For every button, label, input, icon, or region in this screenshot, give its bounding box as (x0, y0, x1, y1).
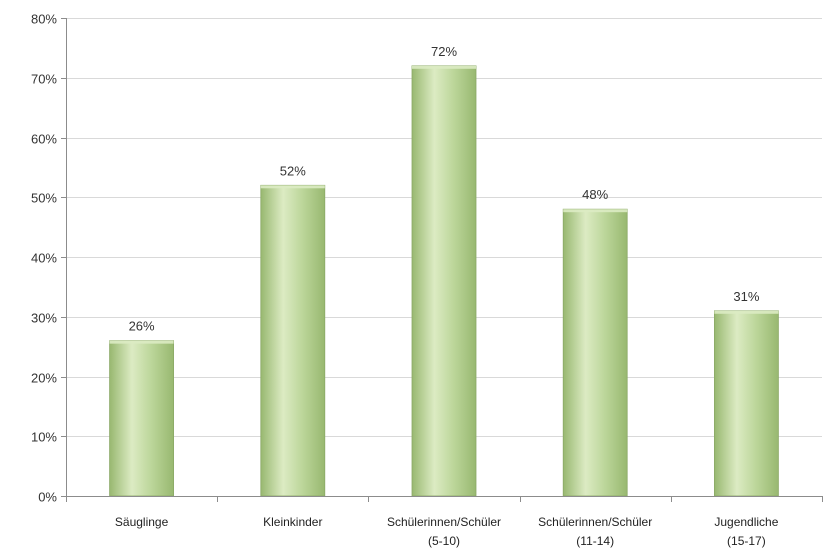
y-axis-tick-labels: 0% 10% 20% 30% 40% 50% 60% 70% 80% (31, 12, 66, 505)
bar (261, 185, 325, 496)
y-tick-label: 20% (31, 371, 57, 386)
category-labels: Säuglinge Kleinkinder Schülerinnen/Schüler… (115, 515, 779, 548)
y-tick-label: 0% (38, 490, 57, 505)
bar-top-highlight (110, 341, 174, 344)
bars (110, 66, 779, 496)
y-tick-label: 10% (31, 430, 57, 445)
data-label: 52% (280, 163, 306, 178)
bar-top-highlight (714, 311, 778, 314)
category-label: Säuglinge (115, 515, 169, 529)
y-tick-label: 30% (31, 311, 57, 326)
bar (714, 311, 778, 496)
bar-top-highlight (412, 66, 476, 69)
data-label: 72% (431, 44, 457, 59)
category-label: Schülerinnen/Schüler (11-14) (538, 515, 652, 548)
category-label: Kleinkinder (263, 515, 322, 529)
category-label: Schülerinnen/Schüler (5-10) (387, 515, 501, 548)
bar-top-highlight (563, 209, 627, 212)
y-tick-label: 50% (31, 191, 57, 206)
bar (110, 341, 174, 496)
data-label: 26% (129, 319, 155, 334)
y-tick-label: 60% (31, 132, 57, 147)
y-tick-label: 40% (31, 251, 57, 266)
bar-top-highlight (261, 185, 325, 188)
category-label: Jugendliche (15-17) (714, 515, 778, 548)
data-label: 48% (582, 187, 608, 202)
y-tick-label: 70% (31, 72, 57, 87)
bar (563, 209, 627, 496)
y-tick-label: 80% (31, 12, 57, 27)
data-label: 31% (733, 289, 759, 304)
bar (412, 66, 476, 496)
